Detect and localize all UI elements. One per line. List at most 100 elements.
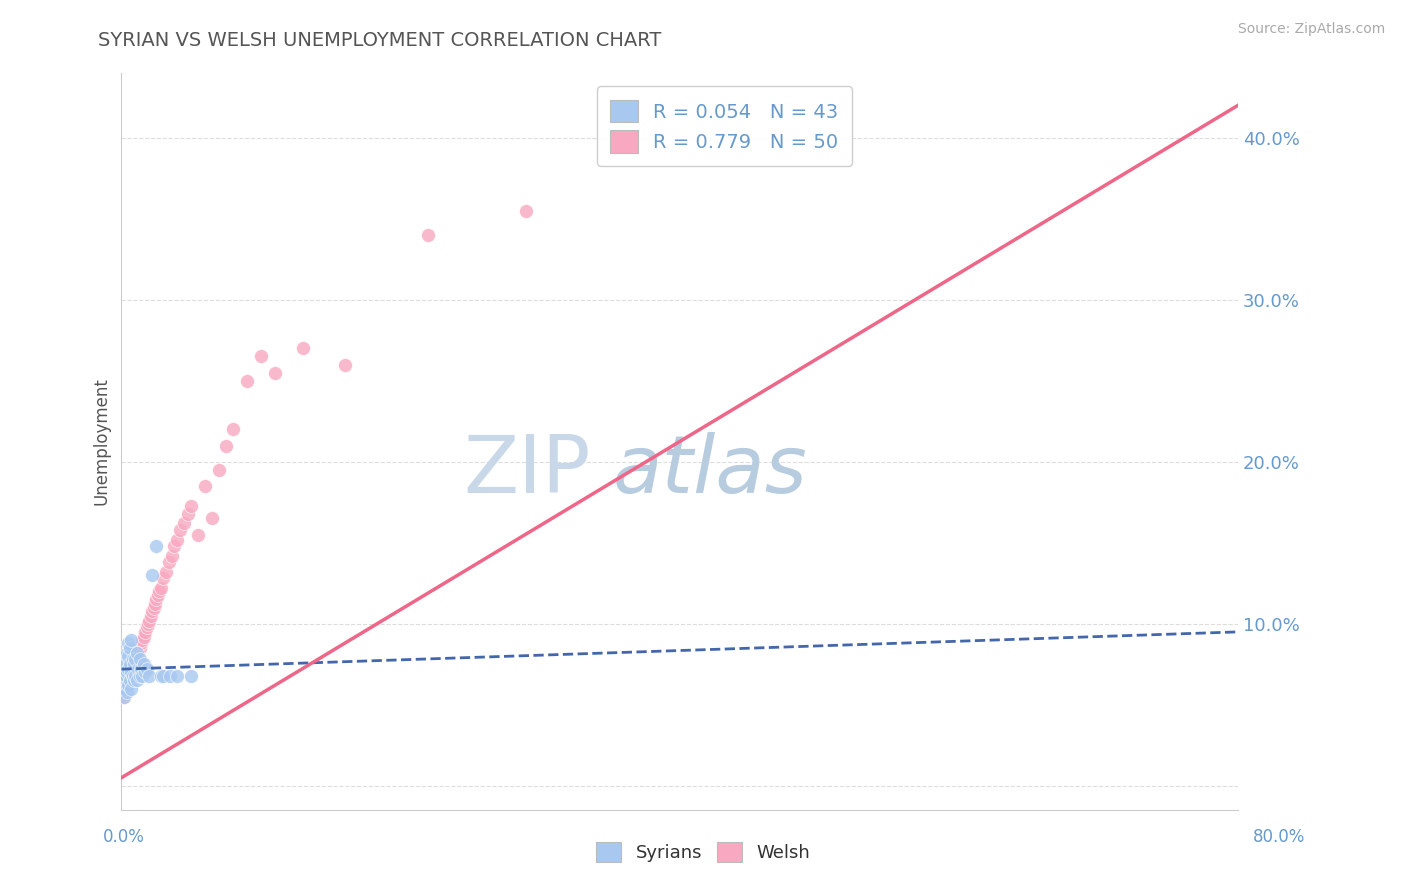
Point — [333, 358, 356, 372]
Point — [222, 422, 245, 436]
Text: Source: ZipAtlas.com: Source: ZipAtlas.com — [1237, 22, 1385, 37]
Point — [131, 632, 153, 647]
Point — [124, 668, 146, 682]
Point — [124, 652, 146, 666]
Text: atlas: atlas — [613, 432, 807, 510]
Point — [115, 665, 138, 680]
Point — [143, 598, 166, 612]
Point — [149, 581, 172, 595]
Legend: Syrians, Welsh: Syrians, Welsh — [589, 834, 817, 870]
Point — [122, 657, 145, 672]
Point — [132, 657, 155, 672]
Point — [160, 549, 183, 563]
Point — [173, 516, 195, 531]
Point — [117, 662, 139, 676]
Point — [114, 681, 136, 696]
Point — [125, 673, 148, 688]
Point — [127, 662, 149, 676]
Point — [138, 614, 160, 628]
Point — [120, 632, 142, 647]
Point — [112, 690, 135, 704]
Point — [169, 523, 191, 537]
Point — [129, 662, 152, 676]
Point — [120, 681, 142, 696]
Point — [128, 641, 150, 656]
Point — [145, 539, 167, 553]
Point — [148, 584, 170, 599]
Point — [115, 685, 138, 699]
Point — [114, 681, 136, 696]
Point — [145, 592, 167, 607]
Point — [122, 673, 145, 688]
Point — [124, 652, 146, 666]
Point — [118, 668, 141, 682]
Point — [117, 678, 139, 692]
Point — [115, 678, 138, 692]
Point — [155, 565, 177, 579]
Point — [138, 668, 160, 682]
Point — [128, 652, 150, 666]
Point — [117, 649, 139, 664]
Y-axis label: Unemployment: Unemployment — [93, 377, 110, 506]
Point — [515, 203, 537, 218]
Text: SYRIAN VS WELSH UNEMPLOYMENT CORRELATION CHART: SYRIAN VS WELSH UNEMPLOYMENT CORRELATION… — [98, 31, 662, 50]
Point — [121, 662, 143, 676]
Point — [135, 662, 157, 676]
Point — [208, 463, 231, 477]
Point — [117, 636, 139, 650]
Point — [125, 646, 148, 660]
Point — [125, 649, 148, 664]
Point — [122, 657, 145, 672]
Point — [118, 657, 141, 672]
Point — [163, 539, 186, 553]
Point — [166, 533, 188, 547]
Point — [129, 636, 152, 650]
Point — [291, 342, 314, 356]
Point — [142, 600, 165, 615]
Point — [194, 479, 217, 493]
Point — [180, 499, 202, 513]
Point — [120, 665, 142, 680]
Point — [139, 608, 162, 623]
Text: ZIP: ZIP — [463, 432, 591, 510]
Point — [159, 668, 181, 682]
Point — [264, 366, 287, 380]
Point — [236, 374, 259, 388]
Point — [136, 616, 159, 631]
Point — [157, 555, 180, 569]
Point — [177, 507, 200, 521]
Point — [180, 668, 202, 682]
Point — [127, 646, 149, 660]
Point — [118, 641, 141, 656]
Point — [134, 665, 156, 680]
Point — [132, 630, 155, 644]
Point — [131, 668, 153, 682]
Point — [201, 511, 224, 525]
Point — [111, 673, 134, 688]
Text: 0.0%: 0.0% — [103, 828, 145, 846]
Point — [215, 439, 238, 453]
Point — [141, 604, 163, 618]
Point — [135, 620, 157, 634]
Point — [134, 624, 156, 639]
Point — [128, 668, 150, 682]
Point — [121, 652, 143, 666]
Point — [114, 668, 136, 682]
Point — [149, 668, 172, 682]
Point — [187, 527, 209, 541]
Point — [118, 673, 141, 688]
Point — [114, 657, 136, 672]
Point — [117, 673, 139, 688]
Point — [418, 227, 440, 242]
Point — [141, 568, 163, 582]
Text: 80.0%: 80.0% — [1253, 828, 1305, 846]
Point — [250, 350, 273, 364]
Point — [112, 690, 135, 704]
Point — [166, 668, 188, 682]
Legend: R = 0.054   N = 43, R = 0.779   N = 50: R = 0.054 N = 43, R = 0.779 N = 50 — [596, 87, 852, 166]
Point — [152, 571, 174, 585]
Point — [121, 668, 143, 682]
Point — [120, 665, 142, 680]
Point — [152, 668, 174, 682]
Point — [112, 662, 135, 676]
